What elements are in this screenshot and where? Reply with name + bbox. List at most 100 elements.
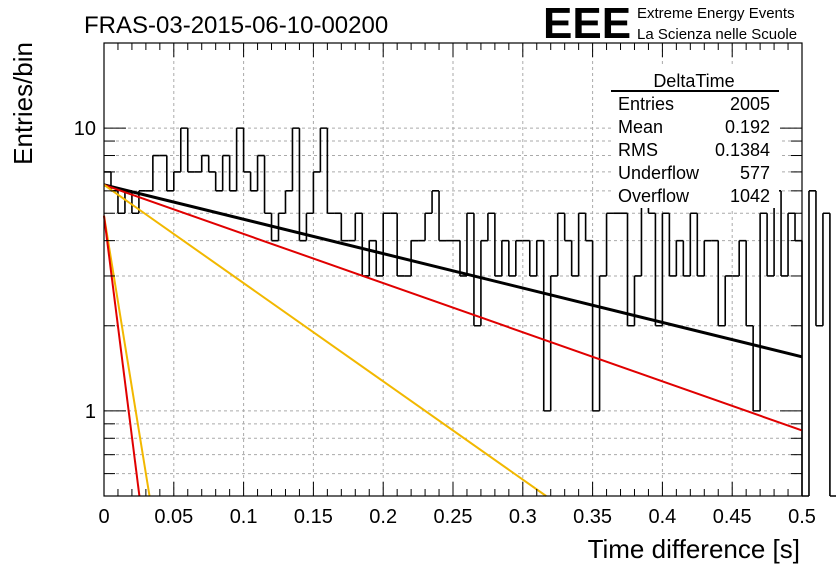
histogram-bin (319, 127, 328, 172)
histogram-bin (214, 171, 223, 192)
histogram-bin (626, 213, 635, 327)
histogram-bin (542, 240, 551, 412)
run-title: FRAS-03-2015-06-10-00200 (84, 12, 388, 39)
fit-lines (103, 183, 803, 497)
histogram-bin (766, 213, 775, 277)
stats-row-value: 0.192 (725, 117, 770, 137)
histogram-bin (291, 127, 300, 191)
histogram-bin (354, 212, 363, 241)
histogram-bin (515, 239, 523, 276)
histogram-bin (724, 275, 733, 326)
histogram-bin (382, 212, 391, 276)
y-axis-label: Entries/bin (8, 42, 38, 165)
histogram-bin (221, 154, 230, 191)
histogram-bin (375, 240, 384, 277)
histogram-bin (326, 128, 335, 215)
histogram-bin (528, 240, 537, 277)
eee-logo-text: EEE (543, 0, 631, 48)
histogram-bin (591, 240, 600, 412)
stats-row-label: Underflow (618, 163, 700, 183)
fit-line (103, 215, 151, 497)
histogram-bin (675, 239, 684, 276)
histogram-bin (249, 171, 258, 192)
histogram-bin (340, 213, 349, 242)
x-tick-label: 0.15 (294, 506, 333, 528)
histogram-bin (508, 240, 516, 277)
histogram-bin (312, 171, 321, 214)
histogram-bin (179, 127, 188, 172)
histogram-bin (487, 212, 495, 241)
histogram-bin (563, 213, 572, 242)
histogram-bin (696, 213, 705, 277)
stats-row-label: Entries (618, 94, 674, 114)
histogram-bin (466, 212, 474, 276)
fit-line (103, 215, 141, 497)
histogram-bin (284, 190, 293, 214)
histogram-bin (431, 190, 440, 214)
logo-line-2: La Scienza nelle Scuole (637, 26, 797, 43)
histogram-bin (298, 128, 307, 242)
histogram-bin (173, 171, 181, 191)
y-tick-label: 1 (85, 401, 96, 423)
x-axis-label: Time difference [s] (588, 534, 800, 564)
stats-box: DeltaTime Entries 2005 Mean 0.192 RMS 0.1384 U… (611, 66, 779, 208)
histogram-bin (535, 239, 544, 276)
histogram-bin (577, 212, 586, 276)
histogram-bars (104, 127, 836, 497)
histogram-bin (703, 239, 712, 276)
histogram-bin (166, 155, 174, 192)
histogram-bin (228, 155, 237, 192)
histogram-bin (501, 239, 509, 276)
histogram-bin (263, 155, 272, 215)
histogram-bin (745, 240, 754, 327)
histogram-bin (633, 275, 642, 326)
histogram-bin (654, 213, 663, 327)
histogram-bin (242, 128, 251, 173)
x-tick-label: 0 (98, 506, 109, 528)
histogram-bin (801, 240, 809, 497)
histogram-bin (661, 212, 670, 326)
histogram-bin (808, 190, 816, 496)
histogram-bin (584, 213, 593, 242)
x-tick-label: 0.35 (573, 506, 612, 528)
histogram-bin (494, 213, 502, 277)
stats-row-value: 1042 (730, 186, 770, 206)
stats-row-value: 2005 (730, 94, 770, 114)
histogram-bin (598, 275, 607, 411)
y-tick-label: 10 (74, 118, 96, 140)
x-tick-label: 0.2 (369, 506, 397, 528)
x-tick-label: 0.3 (509, 506, 537, 528)
histogram-bin (235, 127, 244, 191)
histogram-bin (480, 239, 488, 326)
x-tick-label: 0.5 (788, 506, 816, 528)
histogram-bin (556, 212, 565, 276)
histogram-bin (815, 190, 823, 327)
x-tick-label: 0.1 (230, 506, 258, 528)
histogram-bin (256, 154, 265, 191)
histogram-bin (368, 239, 377, 276)
axis-ticks: 0 0.05 0.1 0.15 0.2 0.25 0.3 0.35 0.4 0.45 0.5 1 10 (74, 42, 816, 528)
histogram-bin (459, 240, 467, 277)
x-tick-label: 0.05 (154, 506, 193, 528)
histogram-bin (424, 212, 433, 241)
stats-row-label: Mean (618, 117, 663, 137)
histogram-bin (717, 240, 726, 327)
histogram-bin (200, 154, 209, 172)
histogram-bin (605, 212, 614, 276)
histogram-bin (829, 213, 836, 497)
x-tick-label: 0.25 (434, 506, 473, 528)
x-tick-label: 0.4 (648, 506, 676, 528)
plot-frame (103, 42, 803, 497)
histogram-bin (780, 190, 789, 277)
logo-line-1: Extreme Energy Events (637, 5, 795, 22)
fit-line (103, 183, 803, 359)
histogram-bin (570, 240, 579, 277)
histogram-bin (549, 275, 558, 411)
histogram-bin (668, 213, 677, 277)
histogram-bin (759, 212, 768, 411)
histogram-bin (738, 239, 747, 276)
histogram-bin (438, 190, 447, 242)
fit-line (103, 183, 803, 432)
stats-title: DeltaTime (653, 71, 734, 91)
histogram-bin (396, 213, 405, 277)
